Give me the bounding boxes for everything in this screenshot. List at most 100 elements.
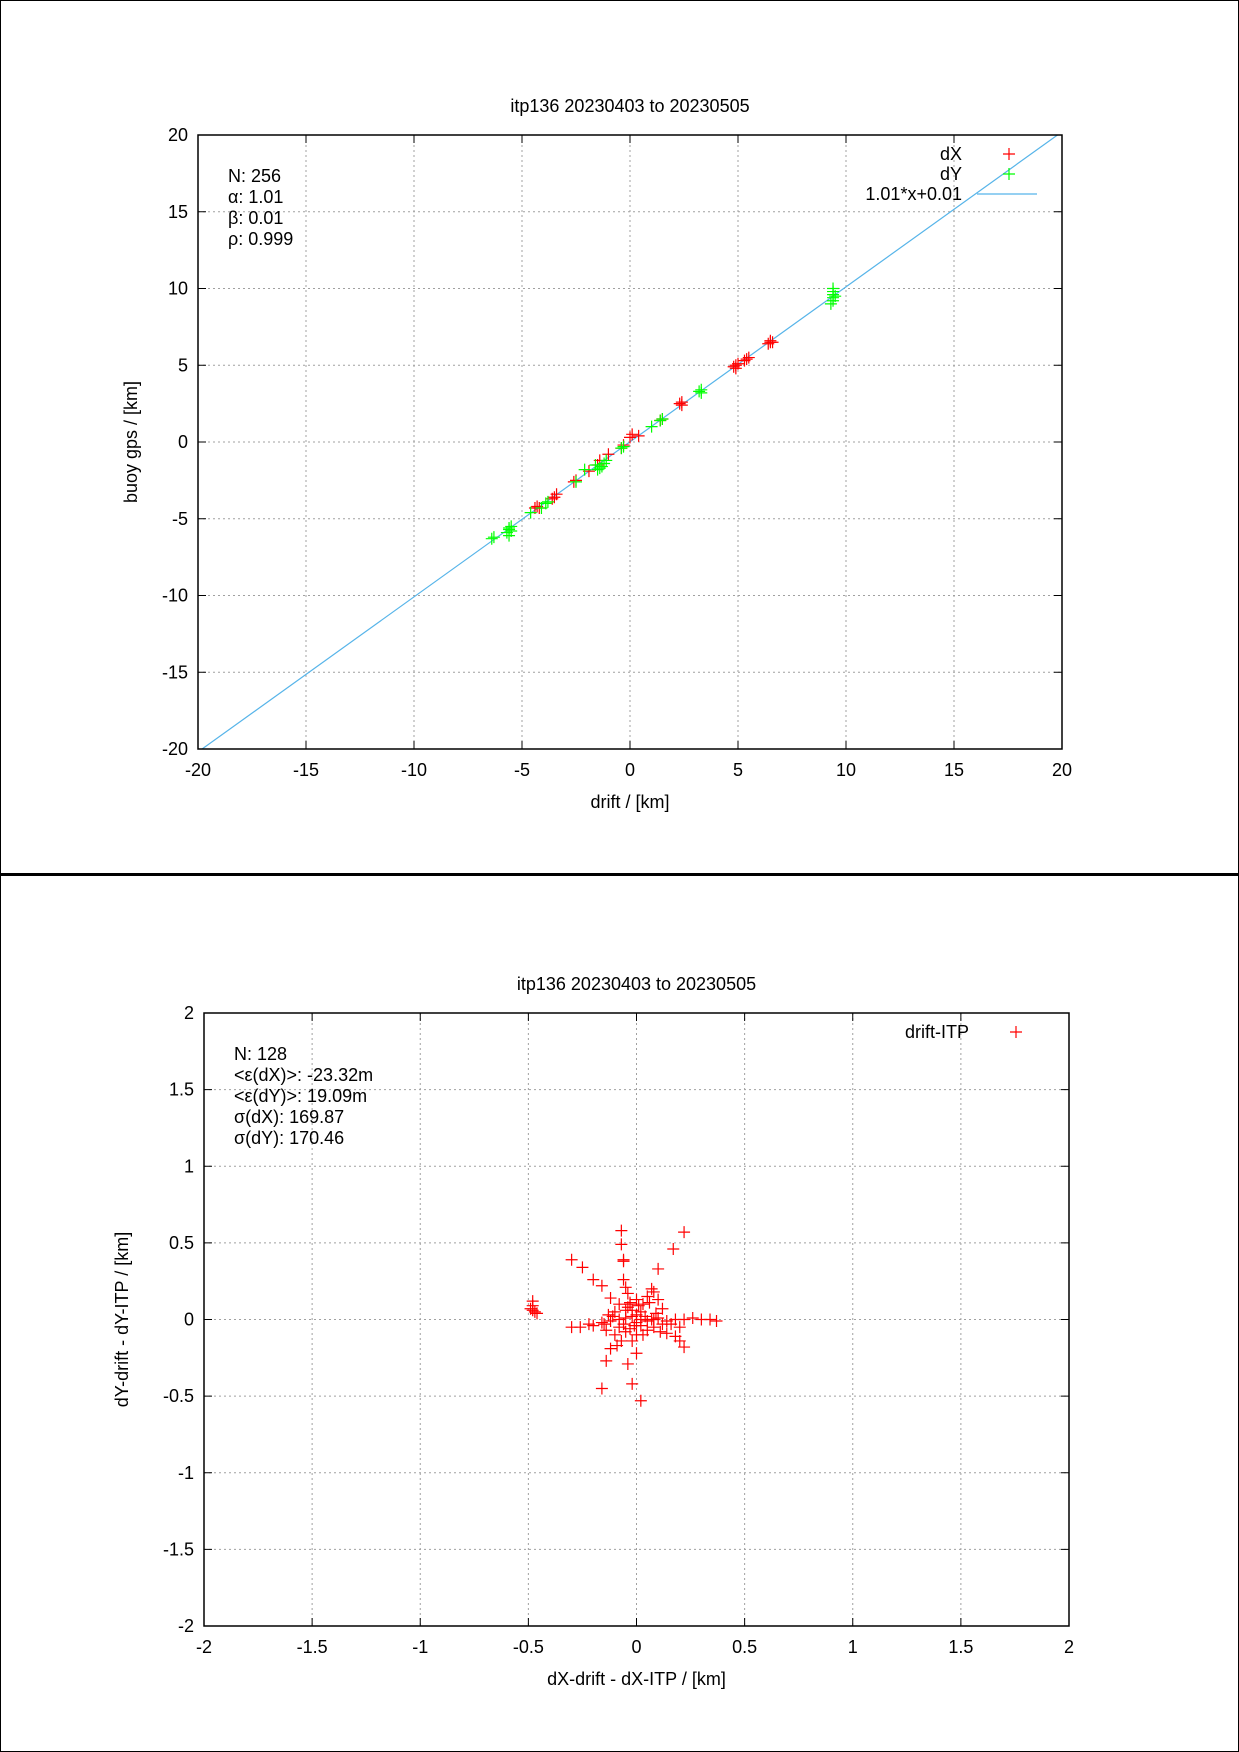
x-tick-label: 10 — [836, 760, 856, 780]
plot-area — [201, 135, 1059, 749]
data-point-drift-itp — [645, 1282, 658, 1295]
data-point-dy — [485, 532, 498, 545]
data-point-drift-itp — [673, 1321, 686, 1334]
error-scatter-chart: itp136 20230403 to 20230505 -2 -1.5 -1 -0.5 0… — [112, 974, 1074, 1689]
data-point-drift-itp — [647, 1285, 660, 1298]
chart-title: itp136 20230403 to 20230505 — [510, 96, 749, 116]
x-tick-label: -15 — [293, 760, 319, 780]
y-axis-label: dY-drift - dY-ITP / [km] — [112, 1232, 132, 1407]
data-point-drift-itp — [656, 1318, 669, 1331]
x-tick-label: 0 — [625, 760, 635, 780]
data-point-drift-itp — [639, 1310, 652, 1323]
data-point-drift-itp — [621, 1287, 634, 1300]
data-point-drift-itp — [611, 1339, 624, 1352]
data-point-dy — [656, 412, 669, 425]
x-tick-label: -20 — [185, 760, 211, 780]
y-tick-label: -5 — [172, 509, 188, 529]
data-point-dx — [626, 428, 639, 441]
data-point-dy — [695, 386, 708, 399]
data-point-drift-itp — [565, 1253, 578, 1266]
data-point-drift-itp — [626, 1334, 639, 1347]
data-point-drift-itp — [587, 1319, 600, 1332]
y-tick-label: -2 — [178, 1616, 194, 1636]
data-point-dx — [740, 353, 753, 366]
data-point-dy — [535, 502, 548, 515]
x-axis-label: drift / [km] — [590, 792, 669, 812]
data-point-drift-itp — [656, 1302, 669, 1315]
data-point-drift-itp — [604, 1342, 617, 1355]
y-tick-label: 0 — [184, 1310, 194, 1330]
data-point-drift-itp — [617, 1255, 630, 1268]
data-point-dy — [570, 475, 582, 488]
drift-vs-gps-chart: itp136 20230403 to 20230505 -20 -15 -10 -5 0 5… — [121, 96, 1072, 812]
x-tick-label: 1.5 — [948, 1637, 973, 1657]
panel-divider — [0, 873, 1239, 876]
stats-line: σ(dX): 169.87 — [234, 1107, 344, 1127]
y-tick-label: 0.5 — [169, 1233, 194, 1253]
x-tick-label: 1 — [848, 1637, 858, 1657]
data-point-drift-itp — [619, 1325, 632, 1338]
data-point-drift-itp — [617, 1273, 630, 1286]
data-point-dy — [645, 420, 658, 433]
data-point-drift-itp — [621, 1357, 634, 1370]
data-point-dy — [541, 495, 554, 508]
data-point-dx — [550, 488, 563, 501]
data-point-drift-itp — [613, 1298, 626, 1311]
data-point-drift-itp — [641, 1324, 654, 1337]
data-point-dy — [578, 463, 591, 476]
data-point-dy — [487, 531, 500, 544]
data-point-dy — [524, 506, 537, 519]
data-point-dx — [766, 336, 779, 349]
x-tick-label: 15 — [944, 760, 964, 780]
legend-label: drift-ITP — [905, 1022, 969, 1042]
data-point-drift-itp — [600, 1354, 613, 1367]
stats-line: ρ: 0.999 — [228, 229, 293, 249]
data-point-drift-itp — [595, 1382, 608, 1395]
y-axis-label: buoy gps / [km] — [121, 381, 141, 503]
x-axis-label: dX-drift - dX-ITP / [km] — [547, 1669, 726, 1689]
data-point-drift-itp — [602, 1308, 615, 1321]
plot-frame — [203, 1012, 1070, 1627]
data-point-drift-itp — [595, 1316, 608, 1329]
data-point-dy — [589, 459, 602, 472]
data-point-drift-itp — [652, 1293, 665, 1306]
y-tick-label: 10 — [168, 279, 188, 299]
data-point-dy — [617, 440, 630, 453]
chart-panel-top: itp136 20230403 to 20230505 -20 -15 -10 -5 0 5… — [0, 0, 1239, 875]
x-tick-label: -2 — [196, 1637, 212, 1657]
data-point-dx — [729, 362, 742, 375]
stats-line: <ε(dY)>: 19.09m — [234, 1086, 367, 1106]
data-point-drift-itp — [660, 1327, 673, 1340]
data-point-drift-itp — [595, 1279, 608, 1292]
data-point-dx — [675, 399, 688, 412]
data-point-drift-itp — [704, 1313, 717, 1326]
data-point-dy — [654, 414, 667, 427]
x-tick-label: -0.5 — [513, 1637, 544, 1657]
data-point-drift-itp — [626, 1377, 639, 1390]
data-point-drift-itp — [630, 1347, 643, 1360]
data-point-drift-itp — [686, 1311, 699, 1324]
legend-marker — [1003, 168, 1015, 180]
y-tick-label: 1.5 — [169, 1080, 194, 1100]
data-point-dy — [824, 297, 837, 310]
y-tick-label: -10 — [162, 586, 188, 606]
data-point-drift-itp — [654, 1325, 667, 1338]
plot-area — [524, 1224, 723, 1407]
data-point-drift-itp — [678, 1313, 691, 1326]
data-point-drift-itp — [528, 1305, 541, 1318]
x-tick-label: 0.5 — [732, 1637, 757, 1657]
data-point-dy — [503, 523, 516, 536]
legend-label: 1.01*x+0.01 — [865, 184, 962, 204]
data-point-dy — [827, 294, 840, 307]
data-point-drift-itp — [634, 1394, 647, 1407]
data-point-drift-itp — [608, 1328, 621, 1341]
chart-title: itp136 20230403 to 20230505 — [517, 974, 756, 994]
y-tick-label: -20 — [162, 739, 188, 759]
chart-panel-bottom: itp136 20230403 to 20230505 -2 -1.5 -1 -0.5 0… — [0, 875, 1239, 1752]
data-point-dy — [600, 454, 613, 467]
data-point-dy — [500, 526, 513, 539]
y-tick-label: 2 — [184, 1003, 194, 1023]
x-tick-label: -5 — [514, 760, 530, 780]
data-point-drift-itp — [652, 1262, 665, 1275]
stats-line: σ(dY): 170.46 — [234, 1128, 344, 1148]
